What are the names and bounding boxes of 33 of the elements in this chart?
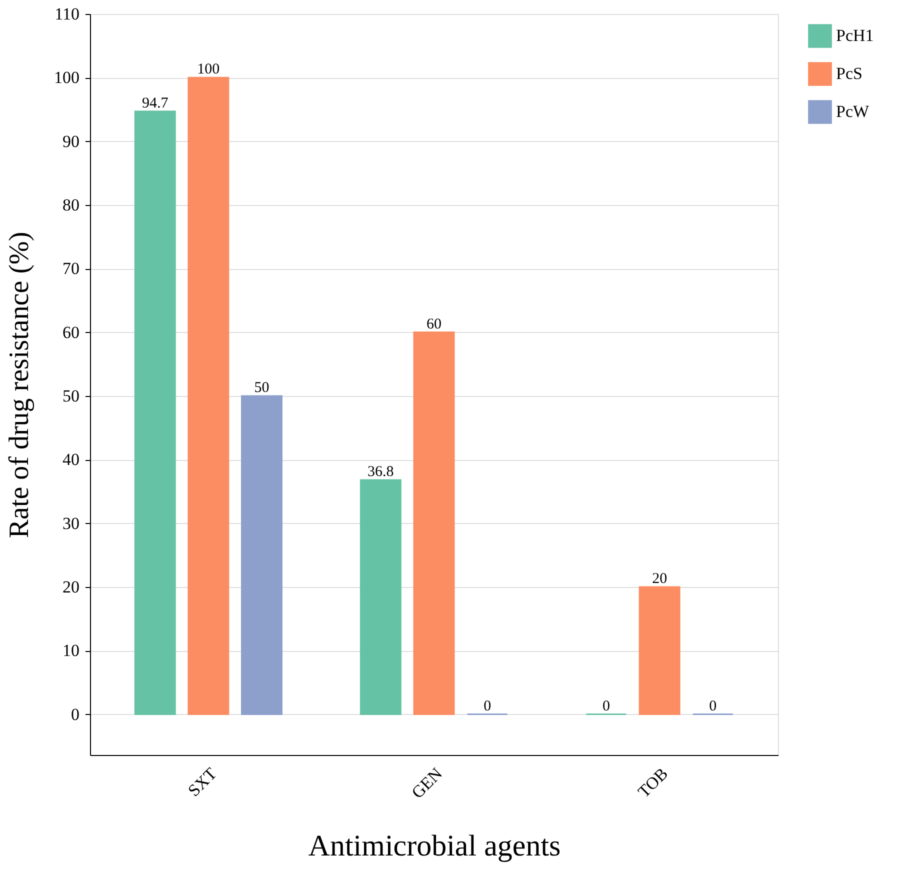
legend-label: PcH1	[836, 26, 874, 45]
data-label: 100	[197, 62, 220, 78]
y-tick-label: 60	[62, 322, 80, 342]
legend-label: PcW	[836, 102, 870, 121]
y-tick-label: 50	[62, 386, 80, 406]
bar	[134, 110, 176, 716]
data-label: 20	[652, 570, 668, 587]
y-axis-title: Rate of drug resistance (%)	[4, 232, 35, 538]
bar	[188, 76, 230, 716]
x-axis-title: Antimicrobial agents	[308, 830, 561, 863]
bar	[638, 586, 680, 716]
y-tick-label: 30	[62, 514, 80, 533]
data-label: 0	[709, 698, 717, 714]
y-tick-label: 10	[62, 641, 80, 660]
bar	[360, 479, 402, 716]
y-tick-label: 90	[62, 132, 80, 151]
y-tick-label: 40	[62, 450, 80, 470]
data-label: 50	[254, 380, 270, 396]
bar	[241, 395, 282, 716]
y-tick-label: 80	[62, 195, 80, 214]
data-label: 36.8	[368, 464, 394, 480]
data-label: 0	[602, 698, 610, 714]
bar	[413, 332, 455, 716]
y-tick-label: 0	[71, 704, 80, 724]
y-tick-label: 70	[62, 259, 80, 278]
y-tick-label: 100	[54, 68, 80, 88]
data-label: 0	[484, 698, 492, 714]
legend-label: PcS	[836, 64, 862, 83]
x-tick-label: TOB	[634, 764, 672, 802]
y-tick-label: 20	[62, 577, 80, 596]
data-label: 60	[426, 316, 442, 332]
data-label: 94.7	[142, 95, 169, 112]
y-tick-label: 110	[54, 4, 80, 24]
